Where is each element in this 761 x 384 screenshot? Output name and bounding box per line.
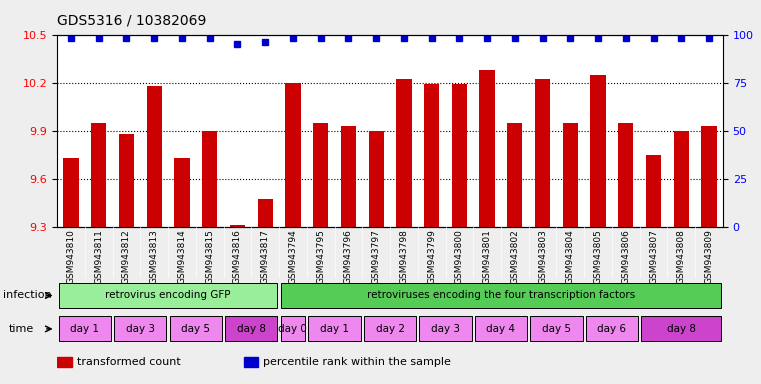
Text: GSM943806: GSM943806 <box>621 229 630 284</box>
Bar <box>368 131 384 227</box>
Text: GSM943795: GSM943795 <box>316 229 325 284</box>
Bar <box>202 131 218 227</box>
Bar <box>364 316 416 341</box>
Bar <box>230 225 245 227</box>
Text: GSM943805: GSM943805 <box>594 229 603 284</box>
Bar <box>285 83 301 227</box>
Bar <box>586 316 638 341</box>
Text: day 5: day 5 <box>542 324 571 334</box>
Bar <box>313 122 328 227</box>
Text: GSM943810: GSM943810 <box>66 229 75 284</box>
Text: GSM943816: GSM943816 <box>233 229 242 284</box>
Bar <box>535 79 550 227</box>
Text: day 6: day 6 <box>597 324 626 334</box>
Text: GSM943808: GSM943808 <box>677 229 686 284</box>
Text: day 0: day 0 <box>279 324 307 334</box>
Bar <box>396 79 412 227</box>
Bar <box>244 357 258 367</box>
Bar <box>174 158 189 227</box>
Text: day 1: day 1 <box>70 324 100 334</box>
Text: GSM943807: GSM943807 <box>649 229 658 284</box>
Bar <box>475 316 527 341</box>
Text: GSM943797: GSM943797 <box>371 229 380 284</box>
Text: GSM943809: GSM943809 <box>705 229 714 284</box>
Bar <box>479 70 495 227</box>
Text: GSM943801: GSM943801 <box>482 229 492 284</box>
Text: GSM943800: GSM943800 <box>455 229 464 284</box>
Text: percentile rank within the sample: percentile rank within the sample <box>263 357 451 367</box>
Bar <box>308 316 361 341</box>
Bar <box>281 316 305 341</box>
Text: retrovirus encoding GFP: retrovirus encoding GFP <box>105 290 231 300</box>
Text: day 4: day 4 <box>486 324 515 334</box>
Text: day 3: day 3 <box>431 324 460 334</box>
Text: GSM943796: GSM943796 <box>344 229 353 284</box>
Text: GSM943799: GSM943799 <box>427 229 436 284</box>
Bar <box>281 283 721 308</box>
Bar <box>673 131 689 227</box>
Text: GSM943813: GSM943813 <box>150 229 159 284</box>
Text: infection: infection <box>3 290 52 300</box>
Text: day 1: day 1 <box>320 324 349 334</box>
Text: day 5: day 5 <box>181 324 210 334</box>
Bar <box>419 316 472 341</box>
Bar <box>642 316 721 341</box>
Text: GSM943794: GSM943794 <box>288 229 298 284</box>
Text: GSM943811: GSM943811 <box>94 229 103 284</box>
Bar <box>57 357 72 367</box>
Bar <box>147 86 162 227</box>
Bar <box>170 316 222 341</box>
Bar <box>257 199 272 227</box>
Bar <box>530 316 583 341</box>
Text: day 2: day 2 <box>375 324 405 334</box>
Text: retroviruses encoding the four transcription factors: retroviruses encoding the four transcrip… <box>367 290 635 300</box>
Bar <box>59 316 111 341</box>
Text: GSM943802: GSM943802 <box>511 229 519 284</box>
Bar <box>119 134 134 227</box>
Text: GSM943804: GSM943804 <box>566 229 575 284</box>
Bar <box>114 316 167 341</box>
Text: GSM943815: GSM943815 <box>205 229 214 284</box>
Text: GSM943817: GSM943817 <box>261 229 269 284</box>
Bar <box>63 158 78 227</box>
Bar <box>508 122 523 227</box>
Bar <box>646 155 661 227</box>
Bar <box>91 122 107 227</box>
Bar <box>618 122 633 227</box>
Text: day 3: day 3 <box>126 324 154 334</box>
Bar <box>424 84 439 227</box>
Text: GSM943803: GSM943803 <box>538 229 547 284</box>
Text: transformed count: transformed count <box>77 357 181 367</box>
Text: day 8: day 8 <box>667 324 696 334</box>
Bar <box>59 283 277 308</box>
Text: GSM943812: GSM943812 <box>122 229 131 284</box>
Text: GSM943814: GSM943814 <box>177 229 186 284</box>
Text: day 8: day 8 <box>237 324 266 334</box>
Text: GDS5316 / 10382069: GDS5316 / 10382069 <box>57 13 206 27</box>
Bar <box>702 126 717 227</box>
Bar <box>562 122 578 227</box>
Bar <box>591 74 606 227</box>
Bar <box>452 84 467 227</box>
Bar <box>225 316 277 341</box>
Text: GSM943798: GSM943798 <box>400 229 409 284</box>
Text: time: time <box>9 324 34 334</box>
Bar <box>341 126 356 227</box>
